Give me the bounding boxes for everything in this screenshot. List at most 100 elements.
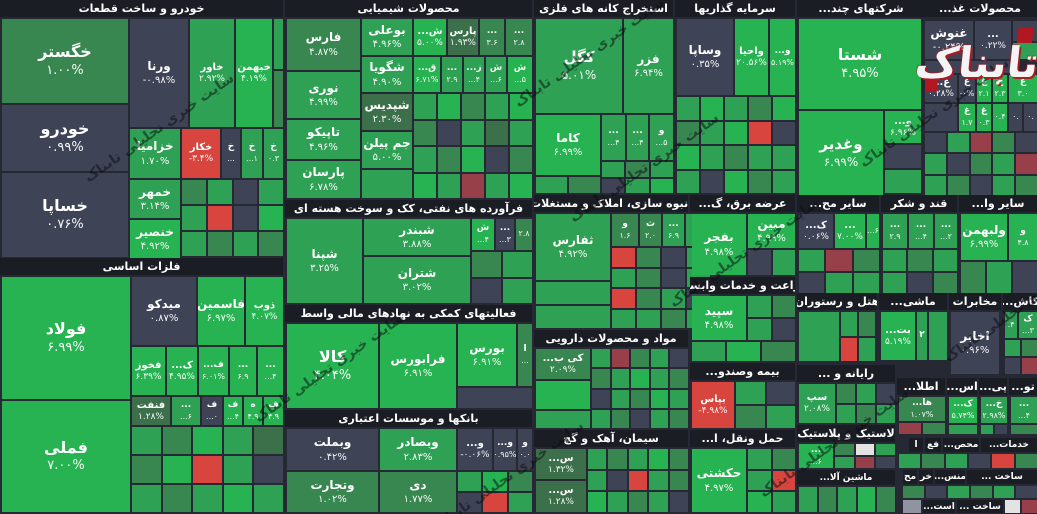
treemap-tile-small[interactable] — [857, 404, 875, 423]
treemap-tile-small[interactable] — [608, 470, 627, 491]
treemap-tile-small[interactable] — [725, 170, 747, 193]
treemap-tile-small[interactable] — [799, 272, 825, 293]
treemap-tile-small[interactable] — [233, 232, 258, 256]
treemap-tile[interactable]: و... ۶.۹۶% — [885, 111, 921, 143]
treemap-tile[interactable] — [536, 411, 590, 428]
treemap-tile[interactable]: فولاد ۶.۹۹% — [2, 277, 130, 399]
treemap-tile[interactable]: وغدیر ۶.۹۹% — [799, 111, 883, 195]
treemap-tile[interactable] — [799, 312, 839, 361]
treemap-tile[interactable]: وبصادر ۲.۸۳% — [380, 429, 456, 470]
treemap-tile-small[interactable] — [908, 272, 932, 293]
treemap-tile-small[interactable] — [207, 232, 232, 256]
treemap-tile[interactable]: غ ۱.۷ — [959, 104, 975, 131]
treemap-tile[interactable] — [536, 306, 610, 328]
treemap-tile-small[interactable] — [628, 470, 648, 491]
treemap-tile[interactable]: کالا ۴.۰۴% — [287, 324, 378, 408]
treemap-tile[interactable] — [536, 282, 610, 304]
treemap-tile-small[interactable] — [602, 178, 625, 193]
treemap-tile[interactable]: فزر ۶.۹۴% — [624, 19, 673, 113]
treemap-tile[interactable]: میدکو ۰.۸۷% — [132, 277, 196, 345]
treemap-tile-small[interactable] — [1005, 340, 1020, 356]
treemap-tile-small[interactable] — [193, 485, 222, 512]
treemap-tile-small[interactable] — [670, 409, 688, 428]
treemap-tile[interactable]: ثفارس ۴.۹۲% — [536, 214, 610, 280]
treemap-tile[interactable]: ق... ۶.۷۱% — [414, 57, 440, 92]
treemap-tile-small[interactable] — [259, 180, 283, 204]
treemap-tile-small[interactable] — [949, 425, 977, 434]
treemap-tile[interactable]: شتران ۳.۰۲% — [364, 257, 470, 303]
treemap-tile[interactable]: شگویا ۴.۹۰% — [362, 57, 412, 92]
treemap-tile[interactable]: ... ...۶ — [172, 397, 200, 425]
treemap-tile-small[interactable] — [818, 487, 837, 512]
treemap-tile-small[interactable] — [859, 337, 875, 361]
treemap-tile-small[interactable] — [925, 486, 947, 498]
treemap-tile[interactable]: شبندر ۳.۸۸% — [364, 219, 470, 255]
treemap-tile-small[interactable] — [631, 409, 649, 428]
treemap-tile-small[interactable] — [773, 97, 795, 120]
treemap-tile-small[interactable] — [773, 170, 795, 193]
treemap-tile-small[interactable] — [626, 178, 649, 193]
treemap-tile-small[interactable] — [855, 444, 875, 455]
treemap-tile-small[interactable] — [592, 369, 610, 388]
treemap-tile[interactable]: ورنا -۰.۹۸% — [130, 19, 188, 127]
treemap-tile[interactable]: بفجر ۴.۹۸% — [692, 214, 746, 275]
treemap-tile-small[interactable] — [993, 486, 1015, 498]
treemap-tile[interactable]: ... ۲.۹ — [442, 57, 462, 92]
treemap-tile-small[interactable] — [650, 178, 673, 193]
treemap-tile[interactable]: سپید ۴.۹۸% — [692, 296, 746, 340]
treemap-tile-small[interactable] — [486, 147, 508, 172]
treemap-tile[interactable]: ا... — [518, 324, 532, 386]
treemap-tile-small[interactable] — [631, 369, 649, 388]
treemap-tile-small[interactable] — [207, 180, 232, 204]
treemap-tile[interactable]: پارس ۱.۹۳% — [448, 19, 478, 55]
treemap-tile-small[interactable] — [701, 146, 723, 169]
treemap-tile-small[interactable] — [508, 493, 532, 512]
treemap-tile[interactable]: کگل ۵.۰۱% — [536, 19, 622, 113]
treemap-tile-small[interactable] — [132, 485, 161, 512]
treemap-tile[interactable]: ... ...۴ — [909, 214, 933, 248]
treemap-tile[interactable]: وبملت ۰.۴۲% — [287, 429, 378, 470]
treemap-tile-small[interactable] — [749, 121, 771, 144]
treemap-tile[interactable]: ... ...۴ — [602, 115, 625, 160]
treemap-tile-small[interactable] — [855, 457, 875, 468]
treemap-tile-small[interactable] — [414, 147, 436, 172]
treemap-tile-small[interactable] — [677, 97, 699, 120]
treemap-tile[interactable]: بت... ۵.۱۹% — [881, 312, 915, 360]
treemap-tile-small[interactable] — [748, 470, 771, 491]
treemap-tile-small[interactable] — [612, 268, 635, 287]
treemap-tile-small[interactable] — [486, 120, 508, 145]
treemap-tile-small[interactable] — [486, 173, 508, 198]
treemap-tile-small[interactable] — [993, 154, 1015, 174]
treemap-tile-small[interactable] — [772, 449, 795, 469]
treemap-tile[interactable]: ک ...۳ — [1019, 312, 1037, 338]
treemap-tile[interactable]: ... ۶.۹ — [230, 347, 256, 395]
treemap-tile[interactable]: غ ۳.۰ — [1009, 75, 1037, 102]
treemap-tile[interactable]: ... ...۴ — [1011, 397, 1037, 423]
treemap-tile-small[interactable] — [1005, 358, 1020, 374]
treemap-tile[interactable]: ف ...۰ — [202, 397, 222, 425]
treemap-tile[interactable]: کی ب... ۲.۰۹% — [536, 349, 590, 379]
treemap-tile-small[interactable] — [162, 485, 192, 512]
treemap-tile-small[interactable] — [857, 487, 876, 512]
treemap-tile-small[interactable] — [132, 456, 161, 483]
treemap-tile[interactable]: فملی ۷.۰۰% — [2, 401, 130, 512]
treemap-tile-small[interactable] — [223, 456, 253, 483]
treemap-tile-small[interactable] — [650, 369, 669, 388]
treemap-tile-small[interactable] — [132, 427, 161, 454]
treemap-tile-small[interactable] — [701, 170, 723, 193]
treemap-tile[interactable]: ... ...۲ — [935, 214, 957, 248]
treemap-tile-small[interactable] — [885, 170, 921, 193]
treemap-tile-small[interactable] — [799, 250, 825, 271]
treemap-tile-small[interactable] — [853, 250, 879, 271]
treemap-tile[interactable]: س... ۱.۲۸% — [536, 481, 586, 512]
treemap-tile[interactable]: شپنا ۳.۲۵% — [287, 219, 362, 303]
treemap-tile-small[interactable] — [970, 133, 992, 153]
treemap-tile[interactable]: ک... ۴.۹۵% — [167, 347, 197, 395]
treemap-tile[interactable]: جم پیلن ۵.۰۰% — [362, 132, 412, 168]
treemap-tile[interactable]: ... ۶.۹ — [663, 214, 684, 246]
treemap-tile-small[interactable] — [772, 296, 795, 317]
treemap-tile[interactable]: ...۶ — [867, 214, 879, 248]
treemap-tile-small[interactable] — [588, 470, 607, 491]
treemap-tile-small[interactable] — [945, 454, 967, 468]
treemap-tile[interactable]: ۲.۸ — [516, 219, 532, 250]
